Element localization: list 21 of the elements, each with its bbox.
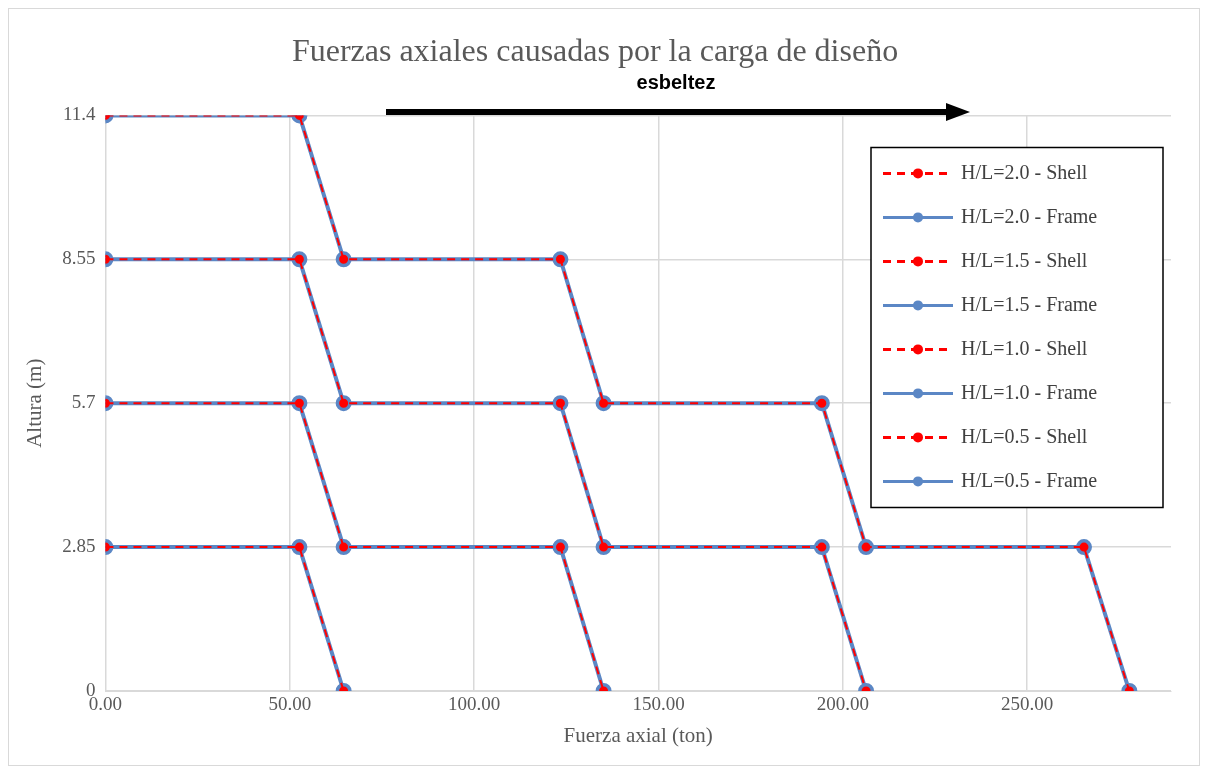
chart-title: Fuerzas axiales causadas por la carga de diseño — [291, 31, 899, 68]
y-tick-label: 5.7 — [71, 391, 96, 413]
x-tick-label: 200.00 — [816, 693, 869, 715]
x-tick-label: 100.00 — [448, 693, 501, 715]
y-axis-title: Altura (m) — [22, 358, 47, 448]
legend-label: H/L=2.0 - Frame — [961, 204, 1098, 227]
legend-label: H/L=2.0 - Shell — [961, 160, 1088, 183]
text: esbeltez — [636, 70, 716, 93]
x-tick-label: 150.00 — [632, 693, 685, 715]
legend-label: H/L=0.5 - Frame — [961, 468, 1098, 491]
legend-label: H/L=0.5 - Shell — [961, 424, 1088, 447]
x-axis-title: Fuerza axial (ton) — [563, 722, 713, 747]
y-tick-label: 8.55 — [62, 247, 96, 269]
y-tick-label: 11.4 — [62, 103, 96, 125]
x-tick-label: 50.00 — [268, 693, 312, 715]
legend-label: H/L=1.0 - Frame — [961, 380, 1098, 403]
legend-label: H/L=1.5 - Frame — [961, 292, 1098, 315]
legend-label: H/L=1.5 - Shell — [961, 248, 1088, 271]
y-tick-label: 2.85 — [62, 535, 96, 557]
legend-label: H/L=1.0 - Shell — [961, 336, 1088, 359]
x-tick-label: 250.00 — [1001, 693, 1054, 715]
